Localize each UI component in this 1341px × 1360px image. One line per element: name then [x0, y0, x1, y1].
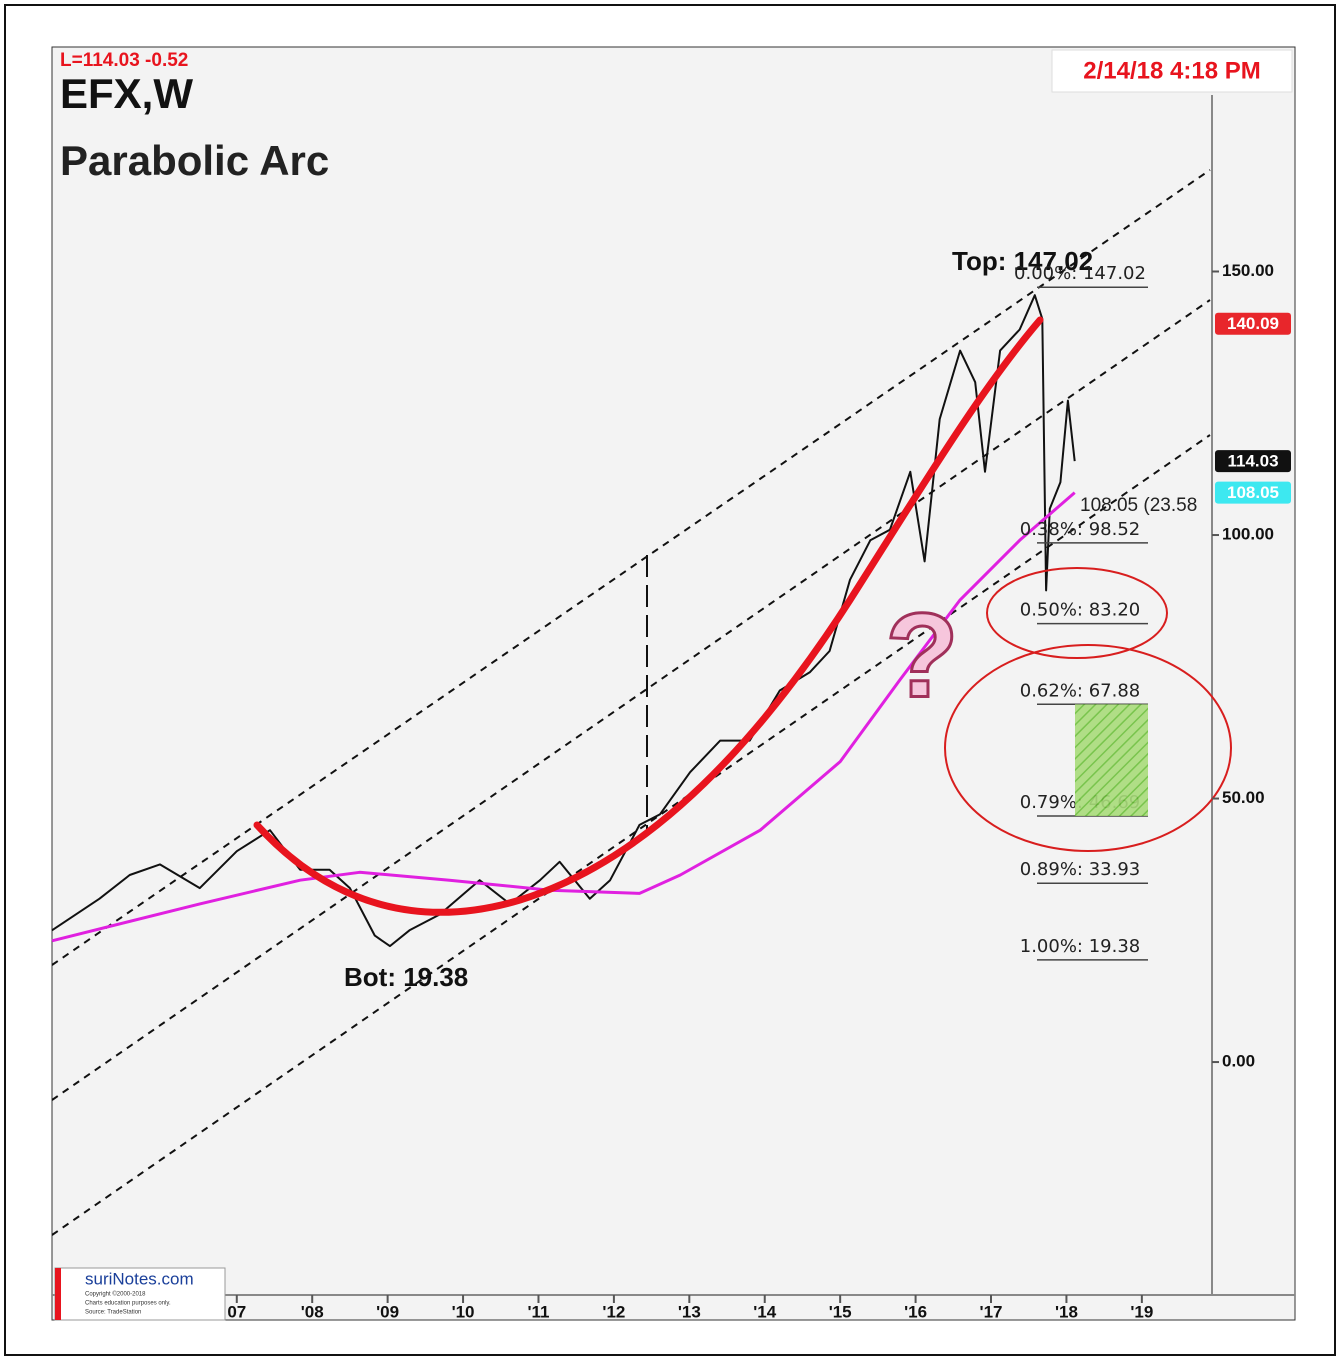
channel — [52, 169, 1211, 1236]
parabolic-arc — [253, 316, 1044, 916]
price-flag — [1215, 450, 1291, 473]
fib-label: 0.62%: 67.88 — [1020, 680, 1141, 701]
price-flag-label: 108.05 — [1227, 483, 1279, 502]
fib-label: 0.00%: 147.02 — [1014, 263, 1146, 284]
logo-box — [54, 1267, 226, 1321]
price-flag-label: 140.09 — [1227, 314, 1279, 333]
logo-line: Copyright ©2000-2018 — [85, 1291, 146, 1298]
x-tick-label: '18 — [1055, 1302, 1078, 1321]
logo-line: Charts education purposes only. — [85, 1301, 171, 1307]
fib-label: 1.00%: 19.38 — [1020, 936, 1141, 957]
x-tick-label: '15 — [829, 1302, 852, 1321]
y-tick-label: 50.00 — [1222, 788, 1265, 807]
series-line — [51, 491, 1076, 943]
x-tick-label: '13 — [678, 1302, 701, 1321]
x-tick-label: '16 — [904, 1302, 927, 1321]
x-tick-label: 07 — [227, 1302, 246, 1321]
x-tick-label: '08 — [301, 1302, 324, 1321]
fib-label: 0.89%: 33.93 — [1020, 859, 1141, 880]
price-flag — [1215, 312, 1291, 335]
y-tick-label: 150.00 — [1222, 261, 1274, 280]
channel-line — [52, 169, 1211, 966]
price-flag — [1215, 481, 1291, 504]
logo-accent — [55, 1268, 61, 1320]
bottom-label: Bot: 19.38 — [344, 962, 468, 992]
top-label: Top: 147.02 — [952, 246, 1093, 276]
header: L=114.03 -0.52 — [60, 50, 188, 71]
channel-line — [52, 299, 1211, 1101]
x-tick-label: '12 — [602, 1302, 625, 1321]
x-tick-label: '17 — [980, 1302, 1003, 1321]
question-mark: ? — [885, 589, 958, 723]
series-layer — [51, 294, 1076, 948]
price-flag-label: 114.03 — [1227, 452, 1278, 471]
logo-name: suriNotes.com — [85, 1269, 194, 1288]
x-tick-label: '11 — [527, 1302, 549, 1321]
ma-label: 108.05 (23.58 — [1080, 495, 1197, 516]
fib-label: 0.50%: 83.20 — [1020, 600, 1141, 621]
y-tick-label: 100.00 — [1222, 525, 1274, 544]
x-tick-label: '09 — [376, 1302, 399, 1321]
channel-line — [52, 434, 1211, 1236]
fib-label: 0.38%: 98.52 — [1020, 519, 1141, 540]
plot-background — [51, 46, 1296, 1321]
highlight-ellipse — [986, 567, 1168, 659]
logo-line: Source: TradeStation — [85, 1310, 141, 1316]
target-zone — [1075, 704, 1148, 816]
x-tick-label: '14 — [753, 1302, 776, 1321]
y-tick-label: 0.00 — [1222, 1052, 1255, 1071]
x-tick-label: '19 — [1130, 1302, 1153, 1321]
chart-title: EFX,W — [60, 70, 193, 117]
timestamp: 2/14/18 4:18 PM — [1083, 57, 1260, 84]
series-line — [51, 294, 1076, 948]
timestamp-box — [1051, 49, 1293, 93]
highlight-ellipse — [944, 644, 1232, 852]
x-tick-label: '10 — [452, 1302, 475, 1321]
chart-subtitle: Parabolic Arc — [60, 137, 329, 184]
